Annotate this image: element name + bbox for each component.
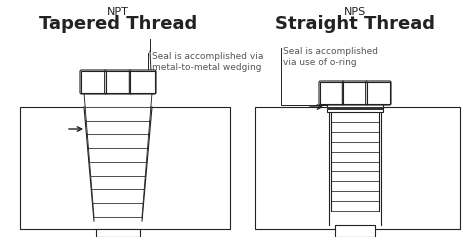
Polygon shape: [85, 107, 151, 121]
FancyBboxPatch shape: [365, 81, 391, 105]
Text: Seal is accomplished via
metal-to-metal wedging: Seal is accomplished via metal-to-metal …: [152, 52, 264, 72]
Text: Tapered Thread: Tapered Thread: [39, 15, 197, 33]
Polygon shape: [92, 189, 144, 203]
Text: NPT: NPT: [107, 7, 129, 17]
FancyBboxPatch shape: [342, 81, 368, 105]
Polygon shape: [93, 203, 143, 217]
Polygon shape: [84, 107, 152, 221]
Bar: [327, 107, 383, 110]
FancyBboxPatch shape: [80, 70, 107, 94]
Polygon shape: [87, 134, 149, 148]
Text: Straight Thread: Straight Thread: [275, 15, 435, 33]
Bar: [20, 107, 230, 229]
Bar: [255, 107, 460, 229]
Bar: [331, 112, 379, 211]
FancyBboxPatch shape: [319, 81, 344, 105]
FancyBboxPatch shape: [105, 70, 131, 94]
Bar: [335, 225, 375, 237]
Polygon shape: [84, 93, 152, 107]
FancyBboxPatch shape: [129, 70, 156, 94]
Bar: [329, 107, 381, 225]
Polygon shape: [86, 121, 150, 134]
Text: Seal is accomplished
via use of o-ring: Seal is accomplished via use of o-ring: [283, 47, 378, 67]
Bar: [320, 82, 390, 104]
Polygon shape: [91, 176, 146, 189]
Bar: [81, 71, 155, 93]
Bar: [327, 102, 383, 112]
Bar: [96, 229, 140, 237]
Polygon shape: [90, 162, 146, 176]
Polygon shape: [89, 148, 147, 162]
Text: NPS: NPS: [344, 7, 366, 17]
